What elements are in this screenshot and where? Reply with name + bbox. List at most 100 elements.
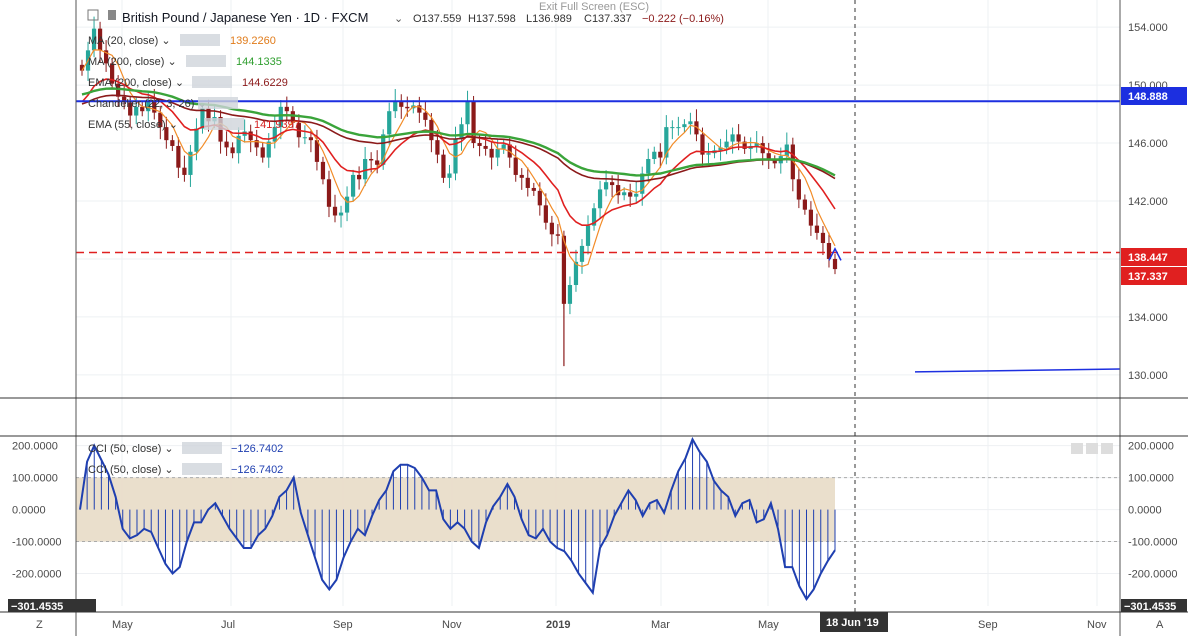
collapse-legend-icon[interactable] <box>87 9 99 21</box>
ohlc-high: H137.598 <box>468 13 516 25</box>
price-tick-label: 154.000 <box>1128 22 1168 34</box>
candle-body <box>832 258 838 270</box>
indicator-label: MA (200, close) ⌄ <box>88 56 177 68</box>
last-price-tag-bg <box>1121 267 1187 285</box>
candle-body <box>326 179 332 207</box>
exit-fullscreen-hint: Exit Full Screen (ESC) <box>539 1 649 13</box>
auto-scale-icon[interactable]: A <box>1156 619 1164 631</box>
cci-min-right: −301.4535 <box>1121 599 1187 613</box>
price-tag-last: 137.337 <box>1121 267 1187 285</box>
price-tag-support: 148.888 <box>1121 87 1187 105</box>
candle-body <box>808 209 814 226</box>
candle-body <box>122 96 127 103</box>
candle-body <box>555 234 561 236</box>
candle-body <box>471 101 476 144</box>
pane-up-icon[interactable] <box>1071 443 1083 454</box>
candle-body <box>103 50 109 64</box>
indicator-value: 139.2260 <box>230 35 276 47</box>
candle-body <box>254 140 259 148</box>
candle-body <box>152 101 157 113</box>
candle-body <box>182 167 187 175</box>
cci-tick-label-right: -100.0000 <box>1128 537 1178 549</box>
pane-maximize-icon[interactable] <box>1086 443 1098 454</box>
symbol-title[interactable]: British Pound / Japanese Yen · 1D · FXCM <box>122 10 368 25</box>
candle-body <box>766 153 771 161</box>
candle-body <box>248 131 253 141</box>
candle-body <box>332 206 338 216</box>
candle-body <box>652 151 657 159</box>
candle-body <box>519 174 524 178</box>
candle-body <box>278 106 283 128</box>
up-arrow-marker <box>828 247 842 261</box>
cci-pane-controls <box>1071 443 1113 454</box>
indicator-label: EMA (55, close) ⌄ <box>88 119 178 131</box>
cci-controls-icon <box>182 463 222 475</box>
candle-body <box>736 134 741 142</box>
candle-body <box>308 137 314 141</box>
candle-body <box>724 141 729 148</box>
candle-body <box>483 145 488 149</box>
candle-body <box>706 153 711 155</box>
cci-min-left: −301.4535 <box>8 599 96 613</box>
candle-body <box>561 235 567 304</box>
candle-body <box>320 161 326 180</box>
candle-body <box>489 148 494 158</box>
indicator-controls-icon <box>204 118 244 130</box>
cci-tick-label-right: 0.0000 <box>1128 505 1162 517</box>
candle-body <box>200 108 205 129</box>
candle-body <box>266 141 271 158</box>
zoom-icon[interactable]: Z <box>36 619 43 631</box>
indicator-label: EMA (200, close) ⌄ <box>88 77 184 89</box>
candle-body <box>314 140 320 162</box>
crosshair-date-text: 18 Jun '19 <box>826 617 879 629</box>
candle-body <box>375 160 380 165</box>
candle-body <box>284 106 289 112</box>
crosshair-date-bg <box>820 612 888 632</box>
candle-body <box>670 127 675 129</box>
candle-body <box>417 105 422 113</box>
cci-legend-label: CCI (50, close) ⌄ <box>88 443 174 455</box>
candle-body <box>585 225 591 246</box>
candle-body <box>128 102 133 116</box>
cci-min-right-text: −301.4535 <box>1124 601 1176 613</box>
candle-body <box>664 127 669 158</box>
support-value: 148.888 <box>1128 91 1168 103</box>
candle-body <box>477 143 482 146</box>
candle-body <box>290 111 295 123</box>
candle-body <box>423 112 428 120</box>
candle-body <box>405 106 410 109</box>
candle-body <box>79 64 85 71</box>
ohlc-change: −0.222 (−0.16%) <box>642 13 724 25</box>
candle-body <box>176 145 181 168</box>
candle-body <box>453 138 458 174</box>
candle-body <box>802 199 807 210</box>
symbol-menu-chevron[interactable]: ⌄ <box>394 13 403 25</box>
time-tick-label: 2019 <box>546 619 570 631</box>
candle-body <box>513 157 518 175</box>
candle-body <box>435 140 440 155</box>
cci-overbought-oversold-band <box>76 477 1120 543</box>
candle-body <box>459 124 464 139</box>
cci-tick-label-right: 200.0000 <box>1128 441 1174 453</box>
ema200-line <box>81 94 836 183</box>
candle-body <box>441 154 446 178</box>
cci-tick-label-right: -200.0000 <box>1128 569 1178 581</box>
time-tick-label: Sep <box>333 619 353 631</box>
candle-body <box>718 147 723 151</box>
candle-body <box>531 187 536 191</box>
cci-legend-value: −126.7402 <box>231 443 283 455</box>
pane-close-icon[interactable] <box>1101 443 1113 454</box>
candle-body <box>591 208 597 226</box>
time-tick-label: May <box>112 619 133 631</box>
candle-body <box>465 101 470 125</box>
candle-body <box>567 285 573 304</box>
candle-body <box>525 177 530 188</box>
cci-tick-label-left: 0.0000 <box>12 505 46 517</box>
candle-body <box>826 243 832 259</box>
candle-body <box>634 193 639 197</box>
candle-body <box>640 173 645 194</box>
indicator-legend: MA (20, close) ⌄ 139.2260 MA (200, close) … <box>88 34 300 131</box>
cci-tick-label-left: -100.0000 <box>12 537 62 549</box>
candle-body <box>495 148 500 158</box>
